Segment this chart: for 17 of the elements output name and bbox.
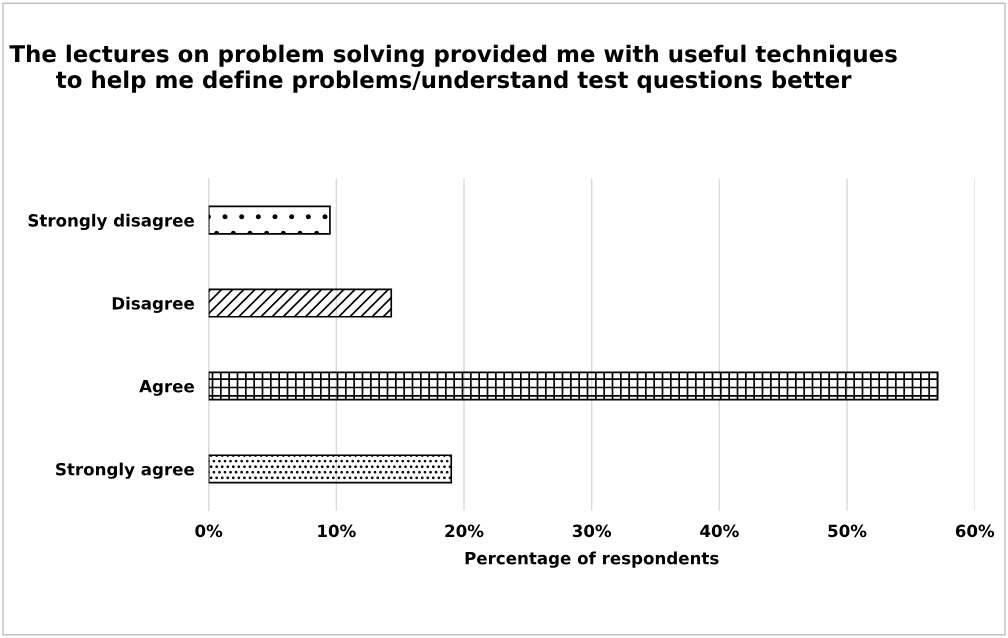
y-tick-label: Strongly disagree [28,213,194,231]
x-tick-label: 30% [572,524,612,538]
x-tick-label: 40% [700,524,739,538]
x-tick-label: 10% [318,524,356,538]
x-tick-label: 0% [195,524,223,538]
x-tick-label: 20% [445,524,484,538]
y-tick-label: Strongly agree [56,462,194,479]
x-tick-label: 50% [828,524,867,538]
chart-title: The lectures on problem solving provided me with useful techniques to help me define problems/understand test questions better [9,44,897,93]
x-tick-label: 60% [955,524,995,538]
x-axis-title: Percentage of respondents [465,551,719,568]
bar [208,454,453,484]
y-tick-label: Disagree [112,296,194,313]
bar [208,371,939,401]
y-tick-label: Agree [139,380,194,396]
bar [208,288,393,318]
bar [208,205,331,235]
